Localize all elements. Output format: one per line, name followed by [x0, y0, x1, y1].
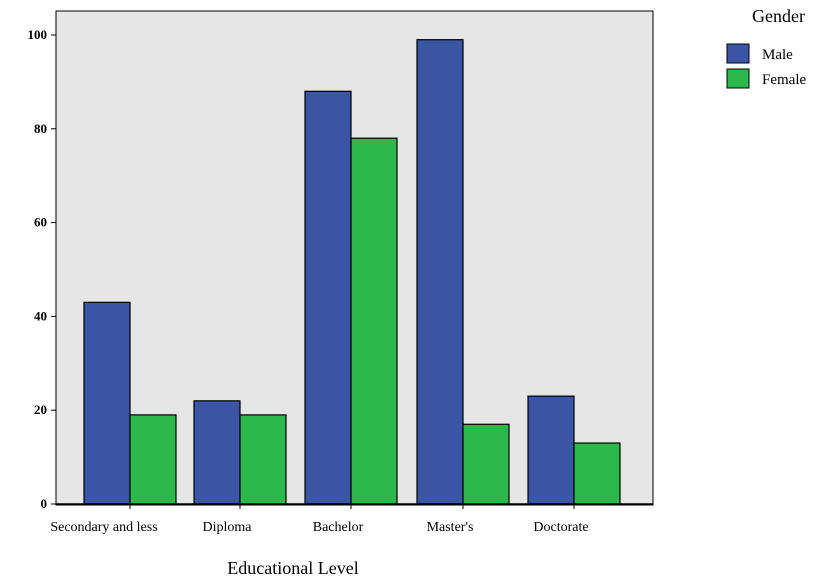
legend-label: Male — [762, 47, 793, 63]
legend-swatch — [726, 43, 750, 64]
x-tick-label: Doctorate — [533, 520, 588, 535]
y-tick-label: 20 — [34, 402, 47, 417]
legend-swatch — [726, 68, 750, 89]
bar-female — [239, 414, 287, 505]
y-tick-label: 80 — [34, 121, 47, 136]
bar-male — [193, 400, 241, 505]
x-tick-label: Secondary and less — [50, 520, 157, 535]
y-tick-label: 0 — [41, 496, 48, 511]
chart-marks — [83, 39, 621, 505]
bar-female — [462, 423, 510, 505]
legend-label: Female — [762, 72, 806, 88]
x-tick-label: Bachelor — [313, 520, 364, 535]
y-tick-label: 60 — [34, 215, 47, 230]
bar-female — [129, 414, 177, 505]
legend-title: Gender — [752, 6, 805, 26]
bar-female — [350, 137, 398, 505]
bar-male — [304, 90, 352, 505]
bar-male — [83, 301, 131, 505]
y-tick-label: 100 — [28, 27, 48, 42]
legend: Gender Male Female — [726, 6, 806, 89]
x-axis-title: Educational Level — [227, 558, 358, 578]
x-tick-label: Master's — [427, 520, 474, 535]
bar-female — [573, 442, 621, 505]
x-tick-label: Diploma — [203, 520, 253, 535]
y-tick-label: 40 — [34, 308, 47, 323]
y-axis: 0 20 40 60 80 100 — [28, 27, 56, 511]
bar-male — [416, 39, 464, 505]
x-axis: Secondary and less Diploma Bachelor Master'… — [50, 504, 589, 535]
bar-male — [527, 395, 575, 505]
